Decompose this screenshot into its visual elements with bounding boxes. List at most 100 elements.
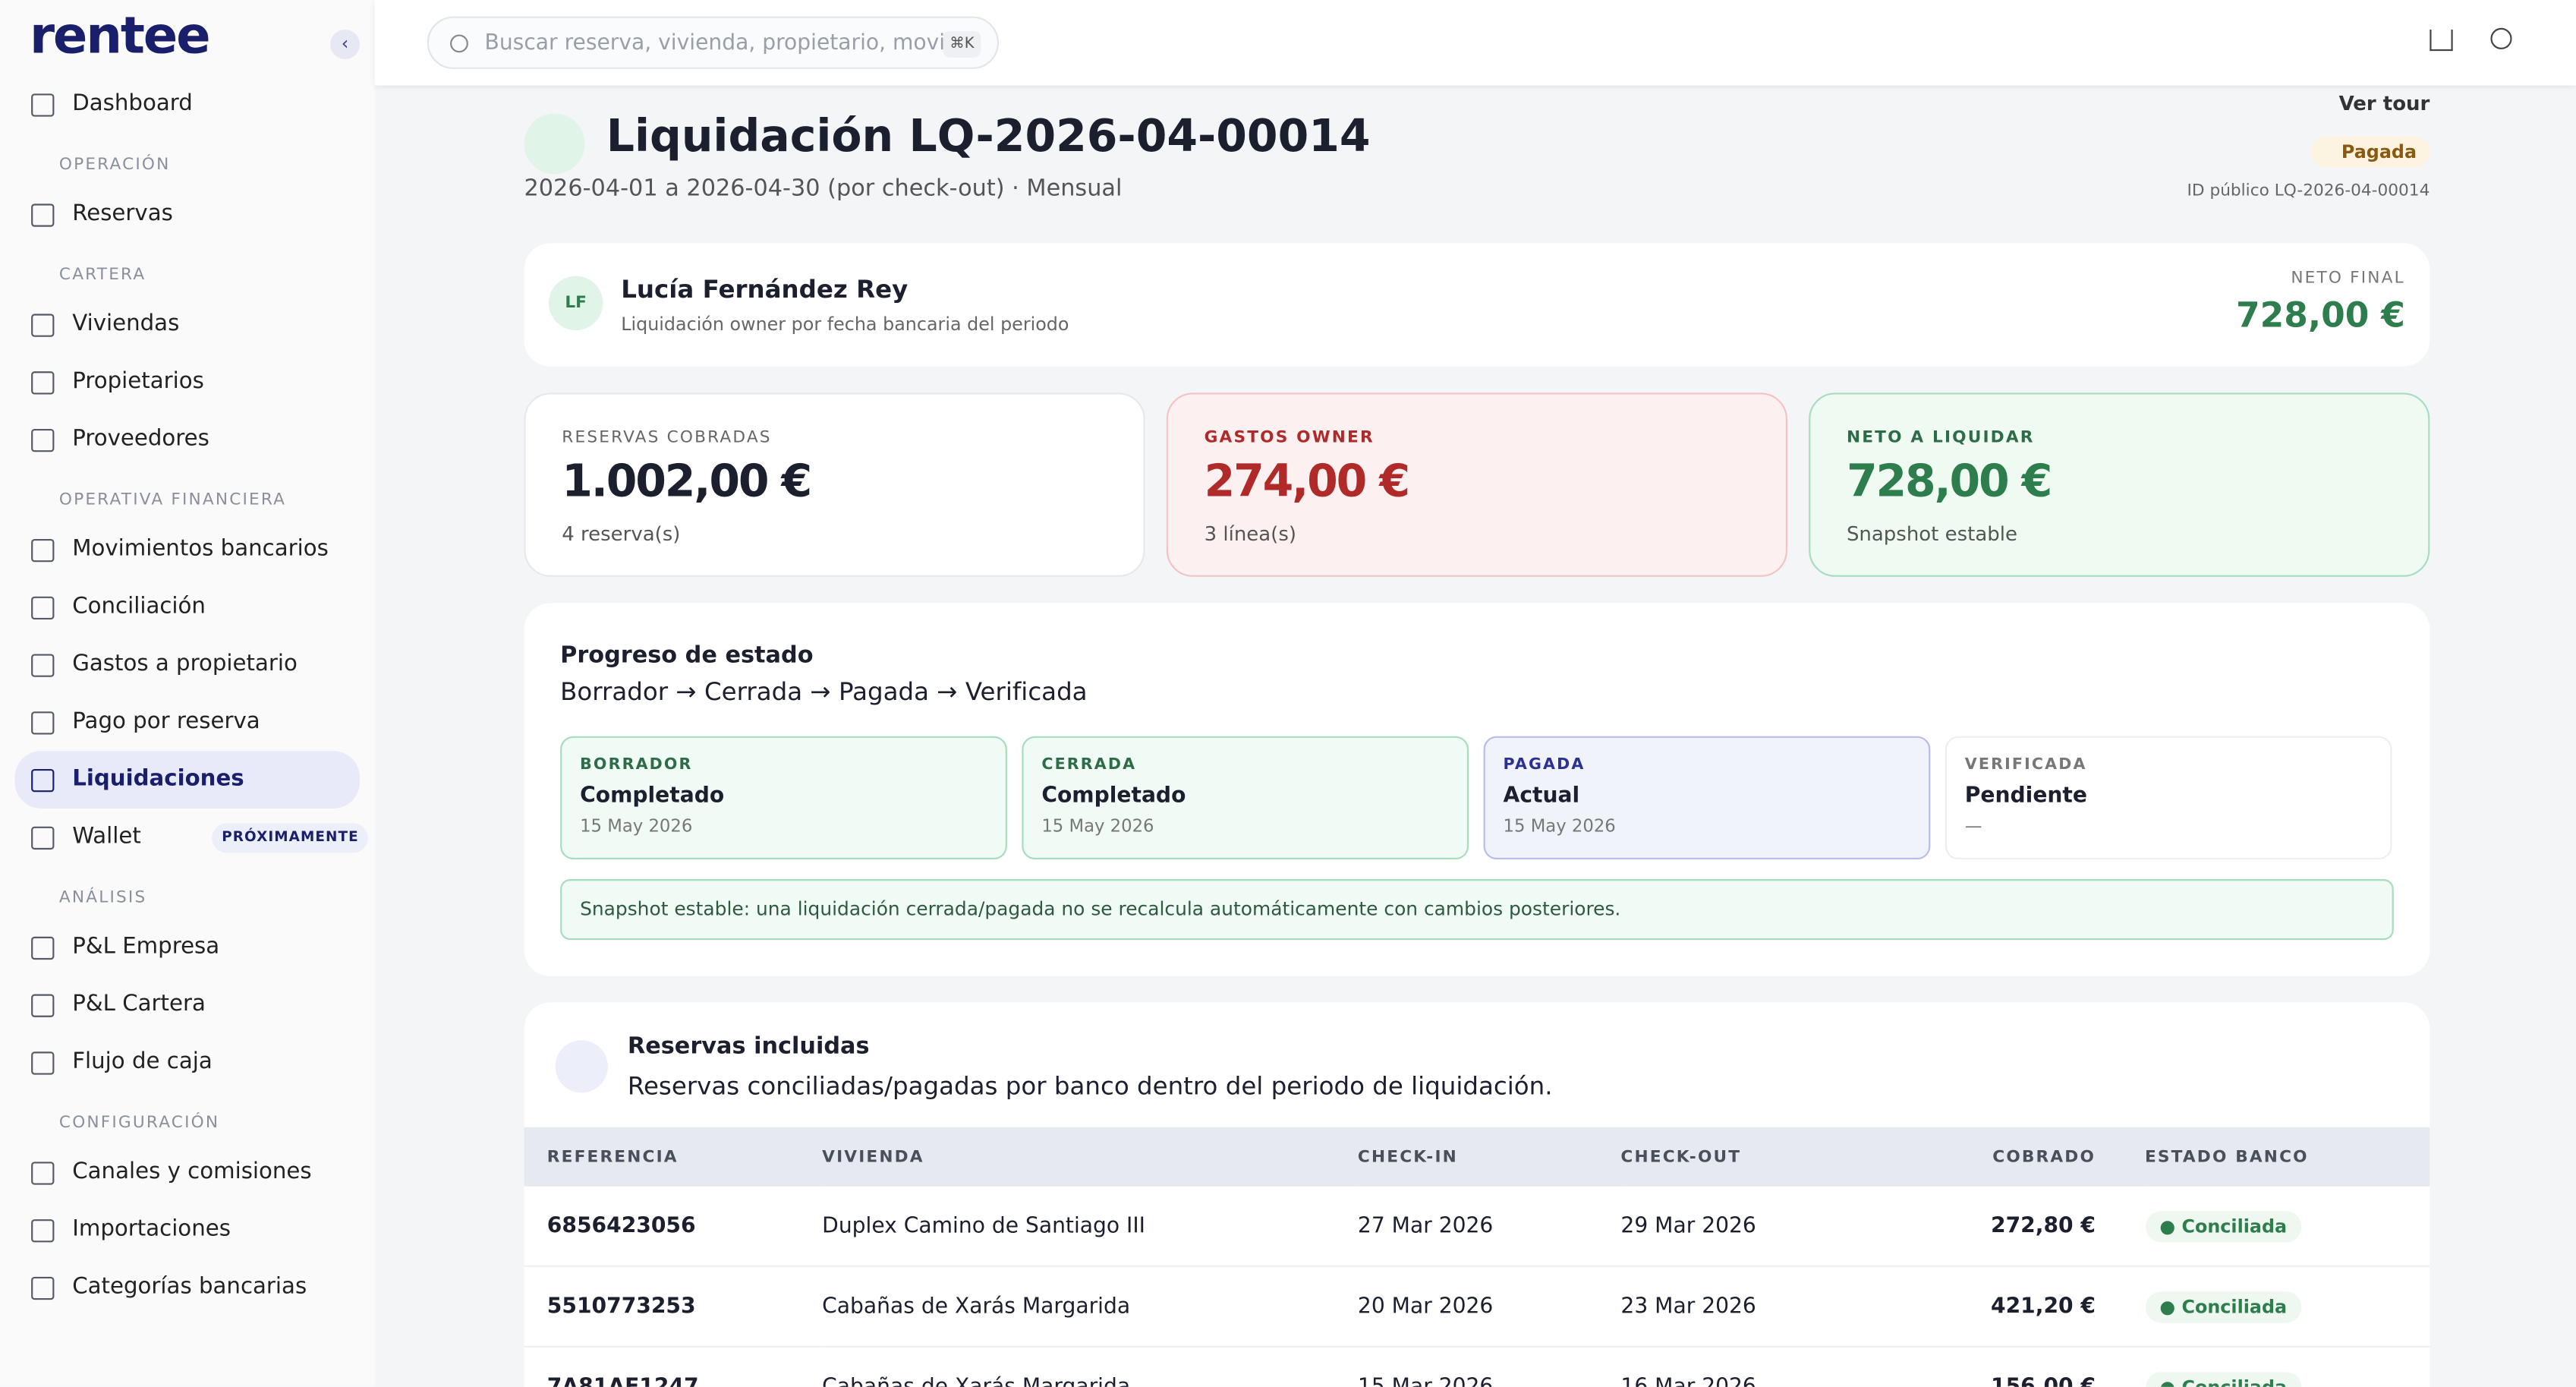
export-icon[interactable] [2430,29,2453,52]
nav-icon [31,936,55,960]
table-cell: Duplex Camino de Santiago III [822,1186,1358,1267]
nav-badge: PRÓXIMAMENTE [212,823,369,853]
stat-note: 3 línea(s) [1204,522,1296,546]
section-spacer [0,468,375,488]
nav-label: Propietarios [72,367,204,395]
owner-card: LF Lucía Fernández Rey Liquidación owner p… [524,243,2430,367]
table-cell: ● Conciliada [2144,1266,2430,1348]
step-date: 15 May 2026 [1503,816,1616,837]
nav-label: Canales y comisiones [72,1158,312,1185]
nav-item[interactable]: Viviendas [14,296,360,354]
nav-icon [31,711,55,735]
search-icon [450,34,468,53]
nav-item[interactable]: Gastos a propietario [14,636,360,694]
step-date: 15 May 2026 [1041,816,1154,837]
status-text: Conciliada [2181,1376,2288,1387]
stat-note: Snapshot estable [1846,522,2017,546]
nav-item[interactable]: Wallet PRÓXIMAMENTE [14,809,369,866]
nav-item[interactable]: Reservas [14,186,360,244]
nav-icon [31,371,55,395]
nav-item[interactable]: Importaciones [14,1201,360,1259]
section-spacer [0,243,375,263]
section-spacer [0,289,375,296]
table-cell: 7A81AE1247 [524,1346,823,1387]
status-dot: ● [2159,1215,2182,1237]
nav-section: OPERATIVA FINANCIERA [58,491,287,510]
tour-link[interactable]: Ver tour [2338,92,2430,115]
step-label: CERRADA [1041,755,1137,774]
progress-step: CERRADA Completado 15 May 2026 [1022,736,1469,860]
nav-label: Gastos a propietario [72,651,298,677]
table-cell: 272,80 € [1907,1186,2145,1267]
reservations-card: Reservas incluidas Reservas conciliadas/p… [524,1002,2430,1387]
section-spacer [0,912,375,919]
nav-label: Proveedores [72,425,209,452]
table-row[interactable]: 5510773253 Cabañas de Xarás Margarida 20 M… [524,1266,2430,1348]
section-spacer [0,133,375,153]
table-row[interactable]: 7A81AE1247 Cabañas de Xarás Margarida 15 M… [524,1346,2430,1387]
nav-label: P&L Empresa [72,933,220,960]
step-label: PAGADA [1503,755,1586,774]
progress-title: Progreso de estado [560,642,814,669]
progress-step: PAGADA Actual 15 May 2026 [1483,736,1931,860]
nav-section: CONFIGURACIÓN [58,1114,220,1133]
nav-label: Reservas [72,200,173,227]
nav-item[interactable]: Flujo de caja [14,1033,360,1091]
nav-item[interactable]: Liquidaciones [14,751,361,809]
table-body: 6856423056 Duplex Camino de Santiago III 2… [524,1186,2430,1387]
nav-label: Importaciones [72,1215,231,1243]
sidebar: rentee ‹ Dashboard OPERACIÓN Reservas CARTERA… [0,0,375,1387]
table-row[interactable]: 6856423056 Duplex Camino de Santiago III 2… [524,1186,2430,1267]
nav-label: Wallet [72,823,141,850]
nav-label: Pago por reserva [72,708,260,735]
section-spacer [0,1091,375,1111]
nav-item[interactable]: Dashboard [14,76,360,134]
nav-item[interactable]: Proveedores [14,411,360,468]
step-label: BORRADOR [580,755,693,774]
stat-label: RESERVAS COBRADAS [562,428,772,447]
public-id: ID público LQ-2026-04-00014 [2187,182,2430,201]
nav-item[interactable]: P&L Empresa [14,919,360,976]
shortcut: ⌘K [943,31,981,58]
nav-item[interactable]: Movimientos bancarios [14,521,360,578]
stat-value: 1.002,00 € [562,456,812,508]
step-status: Completado [1041,783,1186,809]
nav: Dashboard OPERACIÓN Reservas CARTERA Viviend… [0,76,375,1316]
stat-label: GASTOS OWNER [1204,428,1375,447]
net-label: NETO FINAL [2291,269,2405,288]
table-cell: 20 Mar 2026 [1357,1266,1621,1348]
user-icon[interactable] [2490,27,2512,49]
progress-card: Progreso de estado Borrador → Cerrada → P… [524,603,2430,976]
page-subtitle: 2026-04-01 a 2026-04-30 (por check-out) … [524,175,1123,203]
reservations-subtitle: Reservas conciliadas/pagadas por banco d… [627,1071,1553,1102]
nav-item[interactable]: Categorías bancarias [14,1259,360,1316]
nav-item[interactable]: Propietarios [14,353,360,411]
nav-icon [31,314,55,337]
logo: rentee [29,6,211,66]
step-date: 15 May 2026 [580,816,693,837]
search-box[interactable]: Buscar reserva, vivienda, propietario, m… [427,16,1000,69]
table-head: REFERENCIA VIVIENDA CHECK-IN CHECK-OUT COBRA… [524,1127,2430,1187]
nav-section: CARTERA [58,266,146,285]
owner-description: Liquidación owner por fecha bancaria del… [621,314,1069,336]
status-pill: ● Conciliada [2144,1291,2302,1322]
search-placeholder: Buscar reserva, vivienda, propietario, m… [484,31,954,56]
nav-item[interactable]: Pago por reserva [14,693,360,751]
table-cell: 421,20 € [1907,1266,2145,1348]
nav-icon [31,654,55,677]
step-status: Pendiente [1964,783,2087,809]
column-header: COBRADO [1907,1127,2145,1187]
nav-icon [31,596,55,620]
nav-icon [31,428,55,452]
nav-item[interactable]: Canales y comisiones [14,1144,360,1202]
nav-label: Movimientos bancarios [72,535,329,563]
table-cell: ● Conciliada [2144,1346,2430,1387]
nav-item[interactable]: Conciliación [14,578,360,636]
nav-item[interactable]: P&L Cartera [14,976,360,1034]
nav-label: Dashboard [72,90,193,117]
status-pill: ● Conciliada [2144,1210,2302,1242]
collapse-button[interactable]: ‹ [330,29,361,59]
status-text: Conciliada [2181,1295,2288,1317]
stat-label: NETO A LIQUIDAR [1846,428,2035,447]
